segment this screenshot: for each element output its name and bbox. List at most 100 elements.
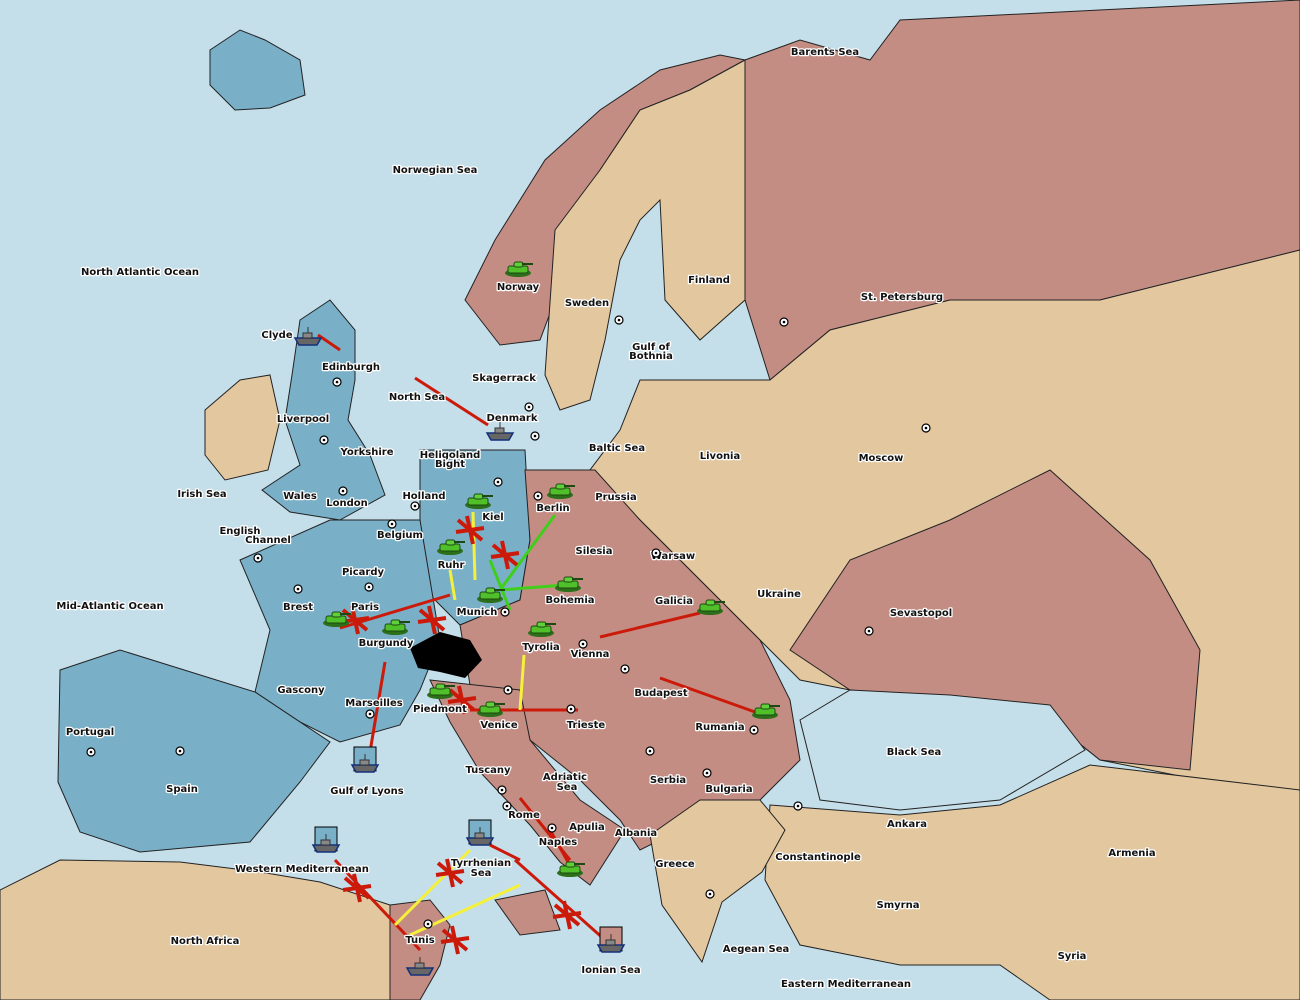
army-tank-icon[interactable] [323, 611, 351, 627]
province-label: North Atlantic Ocean [81, 267, 199, 278]
province-label: Aegean Sea [723, 944, 790, 955]
province-label: Baltic Sea [589, 443, 645, 454]
region-britain[interactable] [261, 299, 386, 521]
army-tank-icon[interactable] [555, 576, 583, 592]
support-order-line [499, 583, 566, 592]
supply-center-dot [705, 771, 709, 775]
province-label: Armenia [1108, 848, 1155, 859]
supply-center-dot [413, 504, 417, 508]
move-order-arrow [368, 661, 387, 753]
province-label: English [219, 526, 260, 537]
fleet-ship-icon[interactable] [485, 422, 515, 441]
province-label: Norway [497, 282, 540, 293]
province-label: Yorkshire [340, 447, 394, 458]
fleet-ship-icon[interactable] [311, 826, 341, 853]
province-label: Sea [471, 868, 492, 879]
province-label: Edinburgh [322, 362, 380, 373]
province-label: Gulf of Lyons [330, 786, 403, 797]
province-label: Apulia [569, 822, 605, 833]
failed-order-cross-icon [490, 540, 520, 570]
province-label: Tunis [405, 935, 434, 946]
region-italy[interactable] [429, 679, 626, 886]
supply-center-dot [533, 434, 537, 438]
supply-center-dot [503, 610, 507, 614]
supply-center-dot [506, 688, 510, 692]
supply-center-dot [256, 556, 260, 560]
supply-center-dot [924, 426, 928, 430]
supply-center-dot [178, 749, 182, 753]
province-label: Albania [615, 828, 657, 839]
supply-center-dot [89, 750, 93, 754]
province-label: Galicia [655, 596, 693, 607]
move-order-arrow [489, 843, 521, 862]
fleet-ship-icon[interactable] [293, 327, 323, 346]
province-label: Ankara [887, 819, 927, 830]
region-ireland[interactable] [204, 374, 281, 481]
province-label: Trieste [567, 720, 606, 731]
supply-center-dot [322, 438, 326, 442]
province-label: Livonia [700, 451, 740, 462]
region-sicily[interactable] [494, 889, 561, 936]
supply-center-dot [648, 749, 652, 753]
support-order-line [393, 848, 472, 927]
army-tank-icon[interactable] [437, 539, 465, 555]
army-tank-icon[interactable] [465, 493, 493, 509]
army-tank-icon[interactable] [547, 483, 575, 499]
fleet-ship-icon[interactable] [465, 819, 495, 846]
move-order-arrow [599, 611, 701, 639]
province-label: Berlin [536, 503, 569, 514]
province-label: Sea [557, 782, 578, 793]
region-north-africa[interactable] [0, 859, 391, 1000]
province-label: Venice [480, 720, 517, 731]
fleet-ship-icon[interactable] [596, 926, 626, 953]
orders-layer [317, 333, 756, 955]
supply-center-dot [708, 892, 712, 896]
army-tank-icon[interactable] [697, 599, 725, 615]
supply-center-dot [796, 804, 800, 808]
province-label: Naples [539, 837, 577, 848]
supply-center-dot [654, 551, 658, 555]
failed-order-cross-icon [455, 515, 485, 545]
army-tank-icon[interactable] [557, 861, 585, 877]
province-label: Bight [435, 459, 465, 470]
supply-center-dot [782, 320, 786, 324]
army-tank-icon[interactable] [505, 261, 533, 277]
province-label: Gulf of [632, 342, 670, 353]
province-label: Clyde [261, 330, 292, 341]
province-label: St. Petersburg [861, 292, 943, 303]
fleet-ship-icon[interactable] [350, 746, 380, 773]
region-balkans[interactable] [649, 799, 786, 964]
army-tank-icon[interactable] [382, 619, 410, 635]
province-label: Ukraine [757, 589, 801, 600]
army-tank-icon[interactable] [477, 587, 505, 603]
fleet-ship-icon[interactable] [405, 957, 435, 976]
region-iberia[interactable] [57, 649, 331, 853]
province-label: Piedmont [413, 704, 467, 715]
province-label: Tyrrhenian [451, 858, 511, 869]
army-tank-icon[interactable] [427, 683, 455, 699]
army-tank-icon[interactable] [752, 703, 780, 719]
army-tank-icon[interactable] [477, 701, 505, 717]
province-label: Channel [245, 535, 291, 546]
failed-order-cross-icon [435, 858, 465, 888]
province-label: London [326, 498, 368, 509]
province-label: Skagerrack [472, 373, 536, 384]
province-label: Budapest [634, 688, 688, 699]
supply-center-dot [527, 405, 531, 409]
province-label: Tuscany [465, 765, 511, 776]
failed-order-cross-icon [417, 605, 447, 635]
province-label: Eastern Mediterranean [781, 979, 911, 990]
province-label: Prussia [595, 492, 636, 503]
supply-center-dot [390, 522, 394, 526]
region-scandinavia[interactable] [544, 59, 746, 411]
region-iceland[interactable] [209, 29, 306, 111]
army-tank-icon[interactable] [528, 621, 556, 637]
region-france[interactable] [239, 519, 441, 743]
failed-order-cross-icon [552, 900, 582, 930]
province-label: Norwegian Sea [393, 165, 478, 176]
province-label: Kiel [482, 512, 503, 523]
supply-center-dot [550, 826, 554, 830]
region-turkey[interactable] [764, 764, 1300, 1000]
